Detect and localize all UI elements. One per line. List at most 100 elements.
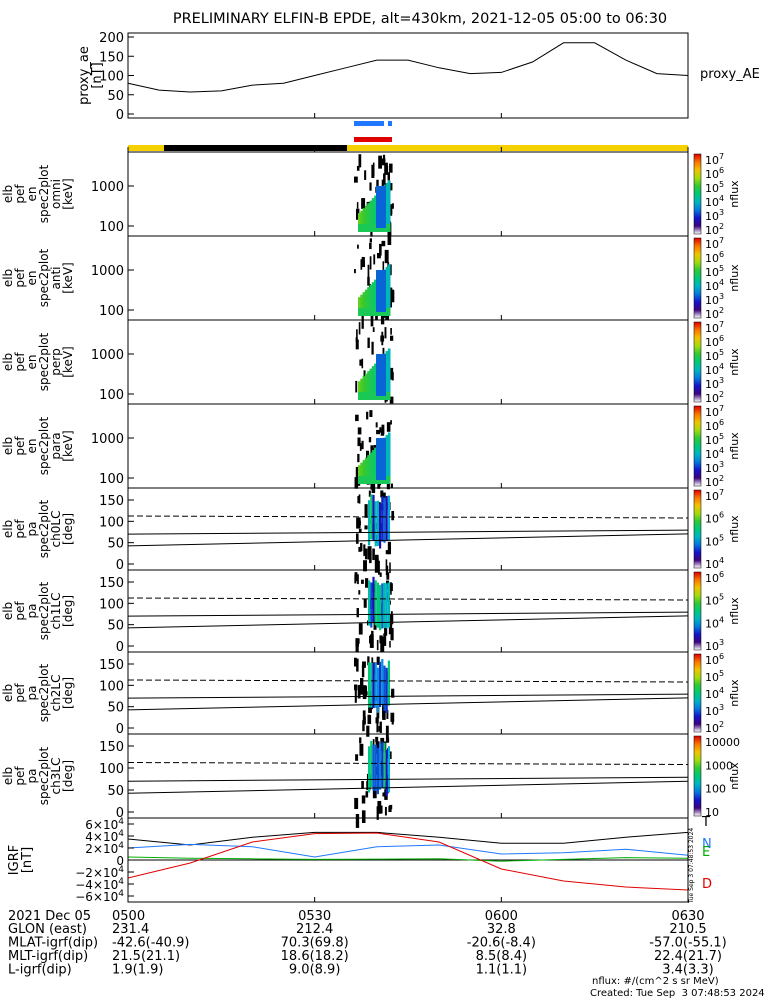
ylabel-spec2plot_ch1LC: elbpefpaspec2plotch1LC[deg] [1,581,75,640]
row-value: 22.4(21.7) [654,949,722,964]
heatmap-cell [381,240,386,247]
heatmap-cell [357,496,360,504]
heatmap-cell [360,294,363,316]
heatmap-cell [362,376,366,400]
heatmap-cell [369,284,373,316]
heatmap-cell [359,520,361,526]
heatmap-cell [381,636,384,642]
heatmap-cell [383,173,386,185]
panel-frame [127,403,689,489]
heatmap-cell [366,411,369,420]
heatmap-cell [387,231,392,245]
colorbar [693,653,702,733]
heatmap-cell [387,476,391,484]
heatmap-cell [357,453,360,463]
ytick-label: 150 [99,658,124,673]
colorbar-tick: 105 [705,533,724,548]
heatmap-cell [361,198,366,209]
heatmap-cell [355,646,359,653]
panel-spec2plot_ch0LC: 150 100 50 0 elbpefpaspec2plotch0LC[deg] 107 1… [1,487,741,576]
colorbar-tick: 104 [705,194,724,209]
chart-title: PRELIMINARY ELFIN-B EPDE, alt=430km, 202… [173,11,667,27]
heatmap-cell [389,751,392,760]
heatmap-cell [387,224,391,232]
heatmap-cell [360,259,363,270]
heatmap-cell [389,335,394,341]
heatmap-cell [389,562,391,574]
legend-proxy-ae: proxy_AE [700,67,760,82]
row-value: 18.6(18.2) [281,949,349,964]
colorbar-tick: 105 [705,432,724,447]
heatmap-cell [389,204,393,214]
heatmap-cell [380,639,385,652]
heatmap-cell [358,308,361,316]
ytick-label: 2×104 [85,841,124,856]
heatmap-cell [378,155,383,169]
colorbar-tick: 100 [705,783,726,796]
heatmap-cell [380,805,383,814]
heatmap-cell [382,261,385,271]
colorbar-tick: 1000 [705,759,733,772]
heatmap-cell [368,662,371,708]
panel-frame [127,733,689,819]
heatmap-cell [384,806,387,816]
heatmap-cell [367,714,370,725]
heatmap-cell [370,445,374,455]
colorbar-tick: 105 [705,593,724,608]
heatmap-cell [376,438,386,480]
heatmap-cell [364,373,368,400]
heatmap-cell [390,367,394,380]
heatmap-cell [369,224,373,232]
heatmap-cell [369,635,373,644]
colorbar-tick: 102 [705,720,724,735]
colorbar-tick: 103 [705,208,724,223]
heatmap-cell [387,348,391,400]
heatmap-cell [370,582,373,628]
heatmap-cell [374,501,377,547]
heatmap-cell [385,583,388,629]
heatmap-cell [376,667,379,713]
colorbar-tick: 102 [705,222,724,237]
panel-frame [127,32,689,119]
heatmap-cell [371,366,375,400]
colorbar-tick: 103 [705,292,724,307]
heatmap-cell [378,725,381,732]
heatmap-cell [367,337,370,349]
heatmap-cell [385,224,389,232]
heatmap-cell [356,202,359,209]
heatmap-cell [385,267,389,316]
heatmap-cell [374,476,377,484]
heatmap-cell [381,741,384,788]
heatmap-cell [372,744,375,791]
heatmap-cell [362,460,366,484]
heatmap-cell [371,657,374,664]
heatmap-cell [358,392,361,400]
colorbar [693,321,702,403]
heatmap-cell [379,572,382,577]
heatmap-cell [362,208,366,232]
row-value: -42.6(-40.9) [112,936,189,951]
loss-cone-line [127,529,689,535]
heatmap-cell [385,476,389,484]
heatmap-cell [374,308,377,316]
heatmap-cell [362,661,366,668]
heatmap-cell [357,685,361,699]
xtick-label: 0530 [298,909,331,924]
heatmap-cell [376,656,380,665]
heatmap-cell [390,712,395,722]
heatmap-cell [372,327,375,332]
ytick-label: 100 [99,220,124,235]
row-value: 3.4(3.3) [662,963,714,978]
ylabel-proxy-ae: proxy_ae[nT] [77,46,105,105]
heatmap-cell [356,517,360,529]
heatmap-cell [376,747,379,795]
ytick-label: 1000 [91,264,124,279]
panel-spec2plot_para: 1000100elbpefenspec2plotpara[keV]1071061… [1,403,741,494]
row-value: 32.8 [487,922,516,937]
heatmap-cell [385,667,388,713]
loss-cone-line [127,776,689,782]
heatmap-cell [360,542,363,552]
heatmap-cell [386,709,389,719]
heatmap-cell [367,656,370,666]
